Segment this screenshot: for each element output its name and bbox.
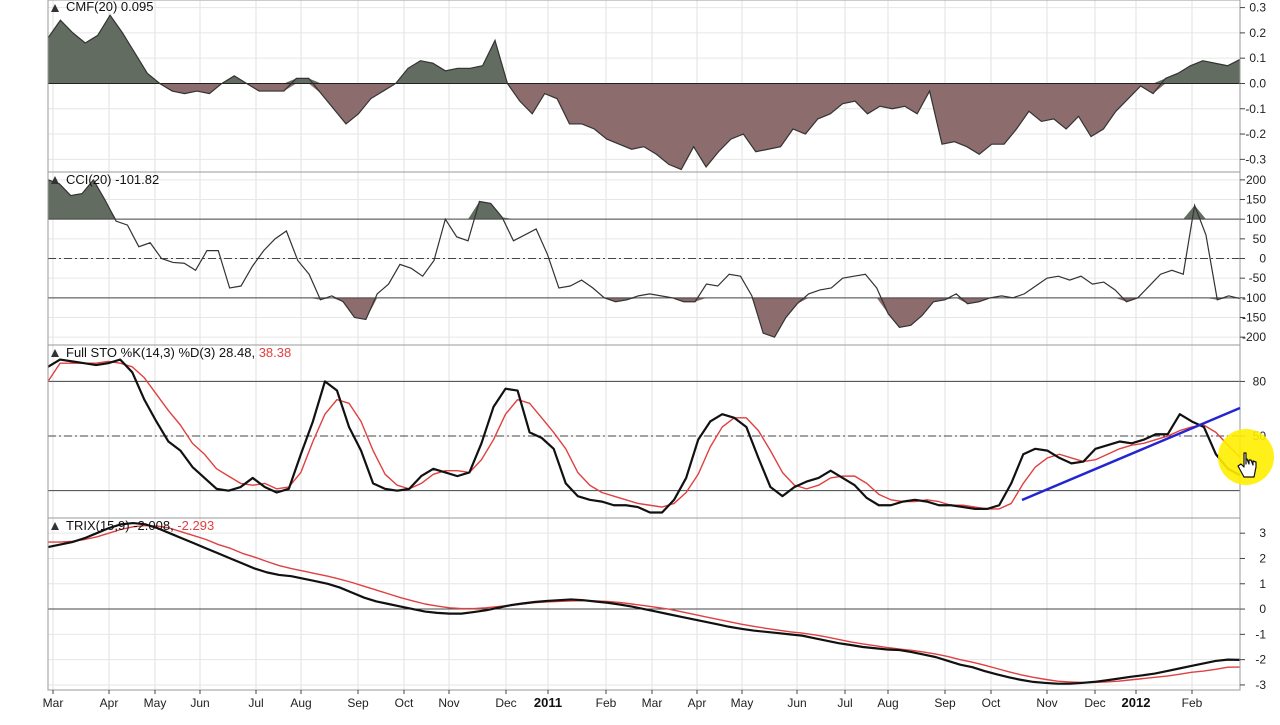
sto-pctk-line — [47, 358, 1241, 514]
x-axis: Mar Apr May Jun Jul Aug Sep Oct Nov Dec 2011 Feb Mar… — [43, 690, 1203, 710]
x-tick-label: Jul — [248, 696, 263, 710]
sto-title-glyph — [51, 349, 59, 357]
trix-panel-frame — [47, 517, 1241, 691]
cci-y-tick-label: 0 — [1259, 252, 1266, 266]
trix-trix-line — [47, 521, 1241, 685]
x-tick-label: Apr — [100, 696, 119, 710]
cmf-y-tick-label: -0.3 — [1245, 152, 1266, 166]
cmf-y-tick-label: -0.1 — [1245, 102, 1266, 116]
cmf-title-glyph — [51, 4, 59, 12]
x-tick-label: Dec — [495, 696, 516, 710]
cmf-title-label: CMF(20) 0.095 — [66, 0, 153, 14]
cci-title-glyph — [51, 176, 59, 184]
trix-y-tick-label: 1 — [1259, 577, 1266, 591]
x-tick-label: May — [731, 696, 754, 710]
x-tick-label: Jun — [190, 696, 209, 710]
x-tick-label: Dec — [1084, 696, 1105, 710]
trix-y-tick-label: 2 — [1259, 551, 1266, 565]
x-tick-label: Aug — [290, 696, 311, 710]
cmf-title: CMF(20) 0.095 — [66, 0, 153, 14]
trix-signal-line — [48, 524, 1241, 684]
cmf-positive-area — [48, 15, 1240, 84]
cci-y-tick-label: 200 — [1246, 173, 1266, 187]
x-tick-label: Mar — [642, 696, 663, 710]
sto-panel-frame — [47, 344, 1241, 519]
x-tick-label: Aug — [877, 696, 898, 710]
cci-title: CCI(20) -101.82 — [66, 172, 159, 187]
x-tick-label: Nov — [1036, 696, 1057, 710]
cmf-line — [47, 14, 1241, 171]
trix-title-label: TRIX(15,9) -2.008, -2.293 — [66, 518, 214, 533]
x-tick-label: Oct — [395, 696, 414, 710]
cci-y-tick-label: -100 — [1242, 291, 1266, 305]
trix-y-tick-label: 0 — [1259, 602, 1266, 616]
cmf-y-tick-label: -0.2 — [1245, 127, 1266, 141]
x-tick-label: Nov — [438, 696, 459, 710]
x-tick-label: Feb — [1182, 696, 1203, 710]
sto-pctd-line — [47, 360, 1241, 510]
cci-y-tick-label: -50 — [1249, 271, 1267, 285]
x-tick-label: May — [144, 696, 167, 710]
hand-cursor-icon — [1237, 452, 1257, 478]
sto-y-tick-label: 80 — [1253, 374, 1267, 388]
trix-title: TRIX(15,9) -2.008, -2.293 — [66, 518, 214, 533]
trix-y-tick-label: -3 — [1255, 678, 1266, 692]
cmf-negative-area — [48, 83, 1240, 170]
cmf-y-tick-label: 0.0 — [1249, 76, 1266, 90]
cci-y-tick-label: -200 — [1242, 330, 1266, 344]
cci-y-tick-label: 100 — [1246, 212, 1266, 226]
x-tick-label: 2012 — [1122, 695, 1151, 710]
cmf-y-tick-label: 0.2 — [1249, 26, 1266, 40]
cci-y-tick-label: -150 — [1242, 310, 1266, 324]
cci-line — [47, 178, 1241, 338]
x-tick-label: Jun — [787, 696, 806, 710]
cci-y-tick-label: 150 — [1246, 193, 1266, 207]
area-fills — [48, 15, 1240, 338]
trix-y-tick-label: -2 — [1255, 653, 1266, 667]
x-tick-label: Apr — [688, 696, 707, 710]
sto-title-label: Full STO %K(14,3) %D(3) 28.48, 38.38 — [66, 345, 291, 360]
series-lines — [47, 14, 1241, 685]
x-tick-label: 2011 — [534, 695, 562, 710]
hand-cursor-shape — [1237, 452, 1257, 478]
annotations — [1021, 406, 1274, 502]
y-axis-ticks: 0.3 0.2 0.1 0.0 -0.1 -0.2 -0.3 200 150 100 50 0 -50 -… — [1240, 1, 1266, 692]
x-tick-label: Mar — [43, 696, 64, 710]
trix-title-glyph — [51, 522, 59, 530]
cmf-y-tick-label: 0.3 — [1249, 1, 1266, 15]
cmf-y-tick-label: 0.1 — [1249, 51, 1266, 65]
x-tick-label: Sep — [347, 696, 369, 710]
cci-y-tick-label: 50 — [1253, 232, 1267, 246]
trendline — [1021, 406, 1241, 502]
x-tick-label: Jul — [837, 696, 852, 710]
trix-y-tick-label: -1 — [1255, 627, 1266, 641]
x-tick-label: Sep — [934, 696, 956, 710]
x-tick-label: Oct — [982, 696, 1001, 710]
sto-title: Full STO %K(14,3) %D(3) 28.48, 38.38 — [66, 345, 291, 360]
trix-y-tick-label: 3 — [1259, 526, 1266, 540]
x-tick-label: Feb — [596, 696, 617, 710]
cci-title-label: CCI(20) -101.82 — [66, 172, 159, 187]
